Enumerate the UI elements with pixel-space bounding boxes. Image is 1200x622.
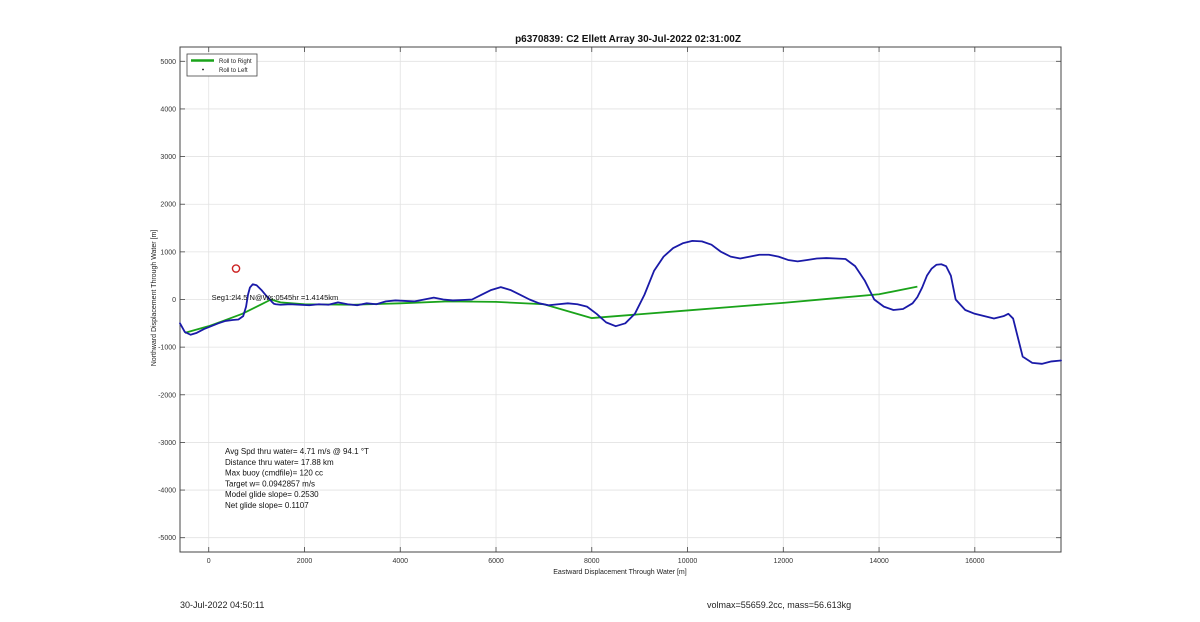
x-tick-label: 16000 (965, 558, 985, 565)
stats-line: Max buoy (cmdfile)= 120 cc (225, 469, 323, 478)
x-axis-label: Eastward Displacement Through Water [m] (553, 569, 686, 576)
axis-ticks: 0 2000 4000 6000 8000 10000 12000 14000 16000-50… (158, 47, 1061, 565)
x-tick-label: 8000 (584, 558, 600, 565)
y-tick-label: 0 (172, 297, 176, 304)
stats-line: Avg Spd thru water= 4.71 m/s @ 94.1 °T (225, 447, 369, 456)
x-tick-label: 14000 (869, 558, 889, 565)
stats-line: Model glide slope= 0.2530 (225, 490, 319, 499)
x-tick-label: 10000 (678, 558, 698, 565)
start-marker (231, 264, 241, 273)
y-tick-label: -1000 (158, 345, 176, 352)
x-tick-label: 6000 (488, 558, 504, 565)
x-tick-label: 2000 (297, 558, 313, 565)
legend: Roll to Right Roll to Left (186, 53, 258, 77)
footer-volmax-mass: volmax=55659.2cc, mass=56.613kg (707, 600, 852, 610)
grid (180, 47, 1061, 552)
series-layer (179, 240, 1062, 365)
series-track (179, 240, 1062, 365)
legend-swatch-roll-left (202, 68, 204, 71)
y-tick-label: 3000 (160, 154, 176, 161)
y-tick-label: 5000 (160, 59, 176, 66)
stats-line: Distance thru water= 17.88 km (225, 458, 334, 467)
y-tick-label: -5000 (158, 535, 176, 542)
overlay-annotation: Seg1:2l4.5 N@Ws:0545hr =1.4145km (212, 293, 339, 302)
x-tick-label: 12000 (774, 558, 794, 565)
y-tick-label: 1000 (160, 249, 176, 256)
x-tick-label: 0 (207, 558, 211, 565)
legend-label-roll-left: Roll to Left (219, 68, 248, 74)
stats-line: Target w= 0.0942857 m/s (225, 479, 315, 488)
x-tick-label: 4000 (392, 558, 408, 565)
y-tick-label: -3000 (158, 440, 176, 447)
legend-label-roll-right: Roll to Right (219, 59, 252, 65)
annotations: Seg1:2l4.5 N@Ws:0545hr =1.4145km Avg Spd … (212, 293, 369, 510)
y-tick-label: -4000 (158, 488, 176, 495)
y-tick-label: 4000 (160, 106, 176, 113)
stats-line: Net glide slope= 0.1107 (225, 501, 309, 510)
chart-title: p6370839: C2 Ellett Array 30-Jul-2022 02… (515, 34, 741, 45)
series-roll-to-right (184, 285, 918, 334)
footer-timestamp: 30-Jul-2022 04:50:11 (180, 600, 265, 610)
y-tick-label: -2000 (158, 392, 176, 399)
y-tick-label: 2000 (160, 202, 176, 209)
y-axis-label: Northward Displacement Through Water [m] (151, 230, 158, 367)
